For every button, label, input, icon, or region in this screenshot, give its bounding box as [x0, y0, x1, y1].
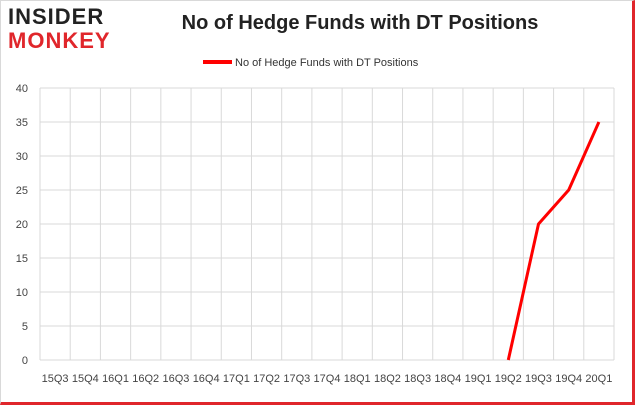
x-tick-label: 19Q1 [465, 373, 492, 385]
logo-line-1: INSIDER [8, 4, 105, 29]
chart-title: No of Hedge Funds with DT Positions [181, 12, 539, 34]
x-tick-label: 16Q3 [162, 373, 189, 385]
y-tick-label: 15 [16, 253, 28, 265]
x-tick-label: 19Q3 [525, 373, 552, 385]
y-tick-label: 25 [16, 185, 28, 197]
y-tick-label: 40 [16, 83, 28, 95]
x-tick-label: 17Q4 [314, 373, 341, 385]
x-tick-label: 16Q1 [102, 373, 129, 385]
x-tick-label: 18Q2 [374, 373, 401, 385]
series-line [506, 121, 601, 361]
logo-line-2: MONKEY [8, 28, 111, 53]
insider-monkey-logo: INSIDER MONKEY [8, 6, 120, 54]
y-tick-label: 0 [22, 355, 28, 367]
x-tick-label: 15Q4 [72, 373, 99, 385]
x-tick-label: 18Q3 [404, 373, 431, 385]
y-tick-label: 10 [16, 287, 28, 299]
x-tick-label: 17Q3 [283, 373, 310, 385]
x-tick-label: 17Q1 [223, 373, 250, 385]
x-tick-label: 20Q1 [585, 373, 612, 385]
y-tick-label: 35 [16, 117, 28, 129]
x-tick-label: 19Q2 [495, 373, 522, 385]
x-tick-label: 16Q4 [193, 373, 220, 385]
x-tick-label: 18Q4 [434, 373, 461, 385]
x-tick-label: 19Q4 [555, 373, 582, 385]
legend-label: No of Hedge Funds with DT Positions [235, 57, 419, 69]
y-tick-label: 20 [16, 219, 28, 231]
y-tick-label: 5 [22, 321, 28, 333]
x-tick-label: 15Q3 [42, 373, 69, 385]
x-tick-label: 16Q2 [132, 373, 159, 385]
x-tick-label: 18Q1 [344, 373, 371, 385]
y-tick-label: 30 [16, 151, 28, 163]
x-tick-label: 17Q2 [253, 373, 280, 385]
legend: No of Hedge Funds with DT Positions [203, 57, 419, 69]
